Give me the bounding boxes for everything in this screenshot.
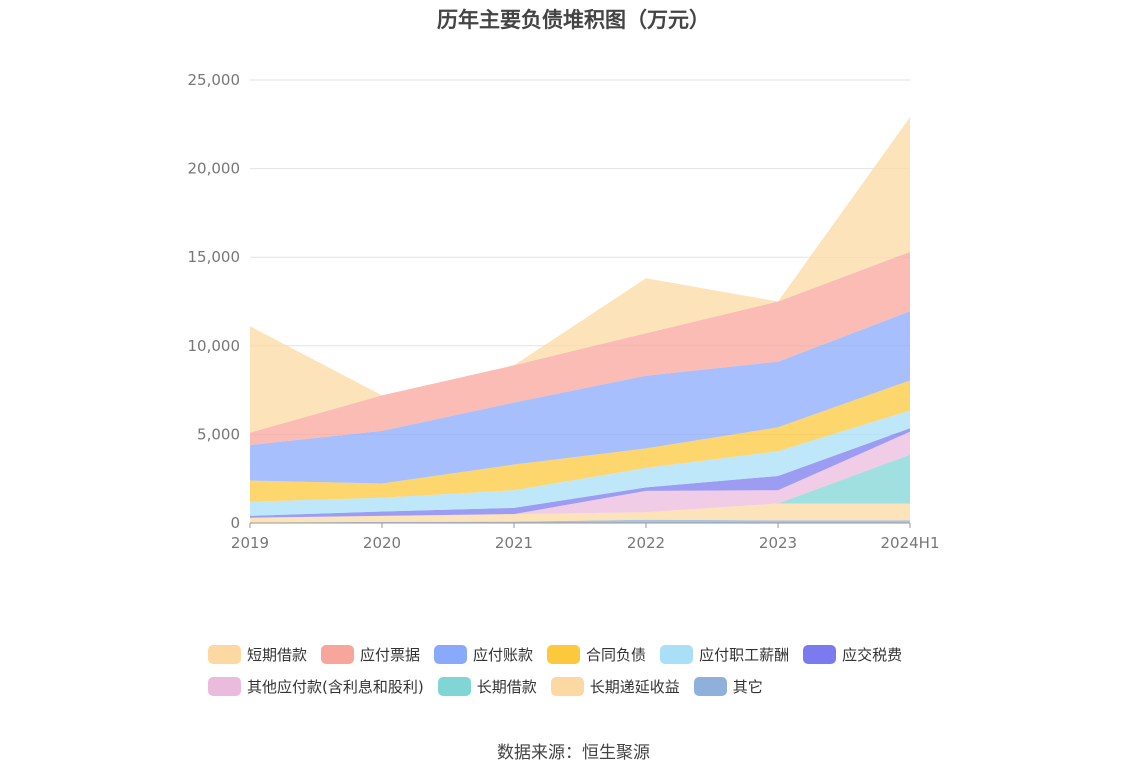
series-area-应付职工薪酬[interactable] [250,410,910,516]
x-tick-label: 2021 [495,534,533,552]
series-area-其他应付款(含利息和股利)[interactable] [250,431,910,518]
series-area-应付票据[interactable] [250,251,910,445]
series-area-长期递延收益[interactable] [250,503,910,523]
x-tick-label: 2023 [759,534,797,552]
legend-label: 短期借款 [247,645,308,664]
legend: 短期借款 应付票据 应付账款 合同负债 应付职工薪酬 应交税费 其他应付款(含利… [208,638,968,702]
legend-item-payroll-payable[interactable]: 应付职工薪酬 [660,644,789,665]
legend-swatch [208,676,241,696]
y-tick-label: 25,000 [188,71,241,89]
y-tick-label: 5,000 [197,425,240,443]
legend-swatch [208,644,241,664]
series-area-短期借款[interactable] [250,117,910,433]
legend-item-taxes-payable[interactable]: 应交税费 [803,644,902,665]
legend-row-2: 其他应付款(含利息和股利) 长期借款 长期递延收益 其它 [208,670,968,702]
series-area-应交税费[interactable] [250,428,910,518]
legend-label: 其它 [732,677,763,696]
chart-title: 历年主要负债堆积图（万元） [437,8,710,32]
legend-swatch [660,644,694,664]
stacked-area-chart: 0 5,000 10,000 15,000 20,000 25,000 2019 2020 20… [188,71,940,552]
series-area-其它[interactable] [250,519,910,523]
legend-item-short-term-loans[interactable]: 短期借款 [208,644,307,665]
legend-item-deferred-income[interactable]: 长期递延收益 [550,676,680,697]
legend-row-1: 短期借款 应付票据 应付账款 合同负债 应付职工薪酬 应交税费 [208,638,968,670]
data-source: 数据来源：恒生聚源 [497,743,650,763]
legend-label: 应付账款 [473,645,534,664]
legend-item-others[interactable]: 其它 [693,676,763,697]
legend-swatch [437,676,471,696]
y-tick-label: 10,000 [188,337,241,355]
x-tick-label: 2022 [627,534,665,552]
x-tick-label: 2019 [231,534,269,552]
legend-item-other-payables[interactable]: 其他应付款(含利息和股利) [208,676,424,697]
x-tick-label: 2020 [363,534,401,552]
y-tick-label: 15,000 [188,248,241,266]
legend-swatch [434,644,468,664]
legend-label: 长期递延收益 [589,677,680,696]
series-area-合同负债[interactable] [250,380,910,502]
legend-label: 长期借款 [476,677,537,696]
legend-label: 应付票据 [360,645,421,664]
legend-item-accounts-payable[interactable]: 应付账款 [434,644,533,665]
legend-swatch [547,644,581,664]
legend-label: 合同负债 [586,645,647,664]
y-tick-label: 0 [230,514,240,532]
legend-item-contract-liabilities[interactable]: 合同负债 [547,644,646,665]
legend-item-long-term-loans[interactable]: 长期借款 [437,676,537,697]
legend-swatch [321,644,355,664]
legend-label: 应付职工薪酬 [699,645,790,664]
legend-swatch [550,676,584,696]
legend-swatch [693,676,727,696]
legend-label: 其他应付款(含利息和股利) [247,677,424,696]
x-tick-label: 2024H1 [881,534,940,552]
legend-item-notes-payable[interactable]: 应付票据 [321,644,420,665]
legend-label: 应交税费 [842,645,903,664]
y-tick-label: 20,000 [188,160,241,178]
series-area-应付账款[interactable] [250,311,910,484]
legend-swatch [803,644,837,664]
